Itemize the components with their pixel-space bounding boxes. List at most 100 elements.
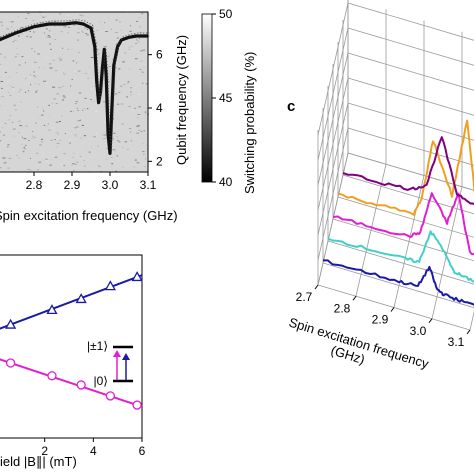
noise-speck (0, 141, 3, 143)
noise-speck (9, 76, 11, 78)
noise-speck (73, 170, 75, 172)
noise-speck (137, 41, 140, 43)
noise-speck (96, 136, 99, 138)
noise-speck (81, 30, 83, 32)
noise-speck (21, 161, 24, 163)
noise-speck (62, 99, 65, 101)
noise-speck (125, 12, 129, 14)
noise-speck (143, 66, 145, 68)
noise-speck (139, 31, 142, 33)
x-tick-label: 2.7 (296, 290, 313, 304)
noise-speck (45, 124, 48, 126)
noise-speck (19, 103, 22, 105)
noise-speck (49, 63, 51, 65)
noise-speck (116, 140, 120, 142)
noise-speck (102, 137, 104, 139)
noise-speck (81, 124, 85, 126)
noise-speck (105, 31, 108, 32)
panel-c-spectrum-4 (342, 136, 474, 206)
noise-speck (40, 141, 44, 143)
grid-line-back-horizontal (347, 52, 474, 91)
noise-speck (137, 17, 141, 19)
noise-speck (46, 124, 49, 126)
noise-speck (70, 85, 72, 87)
noise-speck (27, 13, 30, 15)
noise-speck (51, 37, 55, 39)
noise-speck (124, 141, 128, 143)
noise-speck (29, 36, 32, 38)
colorbar-title: Switching probability (%) (242, 52, 257, 194)
noise-speck (110, 34, 112, 36)
grid-line-floor-freq (342, 174, 474, 215)
noise-speck (9, 115, 12, 117)
noise-speck (23, 148, 27, 150)
noise-speck (117, 103, 120, 105)
noise-speck (33, 31, 35, 33)
noise-speck (18, 157, 21, 159)
noise-speck (53, 33, 56, 35)
noise-speck (0, 63, 2, 65)
noise-speck (110, 27, 113, 29)
noise-speck (74, 163, 77, 165)
noise-speck (59, 140, 61, 142)
noise-speck (117, 160, 119, 162)
noise-speck (108, 66, 112, 67)
noise-speck (30, 84, 32, 86)
noise-speck (56, 103, 60, 105)
noise-speck (14, 30, 17, 32)
noise-speck (90, 138, 93, 140)
panel-a-resonance-trace (0, 21, 148, 155)
noise-speck (34, 76, 37, 78)
noise-speck (102, 43, 105, 45)
noise-speck (88, 66, 90, 68)
x-tick-label: 2.9 (372, 313, 389, 327)
noise-speck (130, 91, 132, 93)
noise-speck (122, 166, 124, 168)
noise-speck (115, 170, 117, 172)
x-tick-label: 2.9 (64, 178, 81, 192)
panel-b-triangle-point (75, 293, 87, 304)
noise-speck (77, 27, 81, 29)
noise-speck (0, 81, 4, 82)
noise-speck (111, 163, 114, 165)
noise-speck (11, 89, 15, 91)
noise-speck (23, 138, 27, 140)
noise-speck (55, 132, 59, 134)
noise-speck (141, 142, 144, 144)
noise-speck (106, 55, 110, 57)
noise-speck (115, 32, 118, 33)
x-tick-mark (466, 329, 471, 335)
noise-speck (63, 164, 65, 166)
noise-speck (70, 48, 74, 50)
noise-speck (57, 143, 60, 145)
colorbar-tick-label: 50 (219, 7, 233, 21)
noise-speck (121, 73, 124, 75)
noise-speck (118, 91, 121, 93)
noise-speck (37, 169, 39, 171)
noise-speck (127, 82, 129, 84)
noise-speck (13, 104, 16, 106)
noise-speck (0, 16, 4, 18)
noise-speck (117, 58, 119, 60)
noise-speck (136, 162, 140, 164)
noise-speck (120, 29, 122, 31)
x-tick-mark (428, 318, 433, 324)
noise-speck (96, 49, 99, 51)
noise-speck (29, 74, 31, 76)
noise-speck (14, 109, 17, 111)
panel-b-x-ticks: 2 4 6 (41, 438, 146, 458)
grid-line-left-horizontal (317, 77, 349, 211)
noise-speck (9, 95, 12, 97)
noise-speck (43, 110, 45, 112)
noise-speck (19, 120, 21, 122)
noise-speck (50, 102, 54, 104)
noise-speck (19, 89, 22, 91)
grid-line-back-horizontal (347, 77, 474, 116)
noise-speck (58, 57, 61, 59)
noise-speck (19, 125, 22, 127)
noise-speck (76, 107, 78, 109)
panel-b-circle-point (132, 400, 142, 410)
noise-speck (23, 67, 25, 69)
noise-speck (61, 85, 65, 87)
noise-speck (106, 148, 108, 150)
